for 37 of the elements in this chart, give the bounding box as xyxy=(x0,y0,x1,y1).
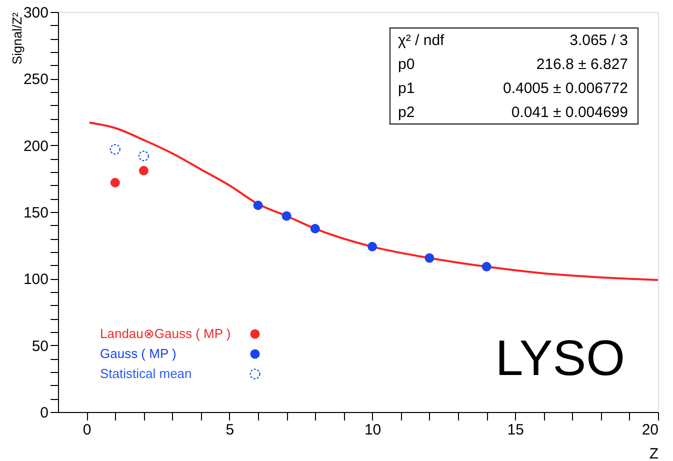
x-tick-label: 15 xyxy=(507,422,524,438)
y-tick-label: 200 xyxy=(23,138,48,155)
y-tick-label: 0 xyxy=(40,404,48,422)
annotation: p0 xyxy=(398,56,415,73)
point xyxy=(110,144,120,155)
annotation: LYSO xyxy=(495,330,625,386)
y-axis-title: Signal/Z² xyxy=(10,12,24,65)
x-tick-label: 10 xyxy=(364,422,382,438)
text: Statistical mean xyxy=(100,366,192,381)
point xyxy=(482,262,492,272)
y-tick-label: 50 xyxy=(32,338,48,355)
point xyxy=(282,211,292,221)
annotation: 0.4005 ± 0.006772 xyxy=(502,80,628,97)
annotation: 3.065 / 3 xyxy=(570,32,628,49)
point xyxy=(138,166,148,176)
x-tick-label: 0 xyxy=(82,422,92,438)
annotation: 0.041 ± 0.004699 xyxy=(511,104,628,121)
y-tick-label: 150 xyxy=(23,204,48,222)
legend-label: Landau⊗Gauss ( MP ) xyxy=(100,326,231,341)
annotation: p1 xyxy=(398,80,415,97)
x-tick-label: 5 xyxy=(226,422,234,438)
annotation: p2 xyxy=(398,104,415,121)
point xyxy=(424,253,434,263)
annotation: 216.8 ± 6.827 xyxy=(536,56,628,73)
point xyxy=(368,242,378,252)
x-axis-title: Z xyxy=(649,446,658,461)
y-tick-label: 250 xyxy=(23,71,48,88)
point xyxy=(253,200,263,210)
point xyxy=(110,178,120,188)
x-tick-label: 20 xyxy=(642,422,658,438)
y-tick-label: 100 xyxy=(23,271,48,288)
line-series xyxy=(88,122,659,281)
annotation: χ² / ndf xyxy=(398,32,446,49)
point xyxy=(138,150,150,162)
text: Gauss ( MP ) xyxy=(100,346,176,361)
point xyxy=(310,224,320,234)
y-tick-label: 300 xyxy=(23,4,48,22)
